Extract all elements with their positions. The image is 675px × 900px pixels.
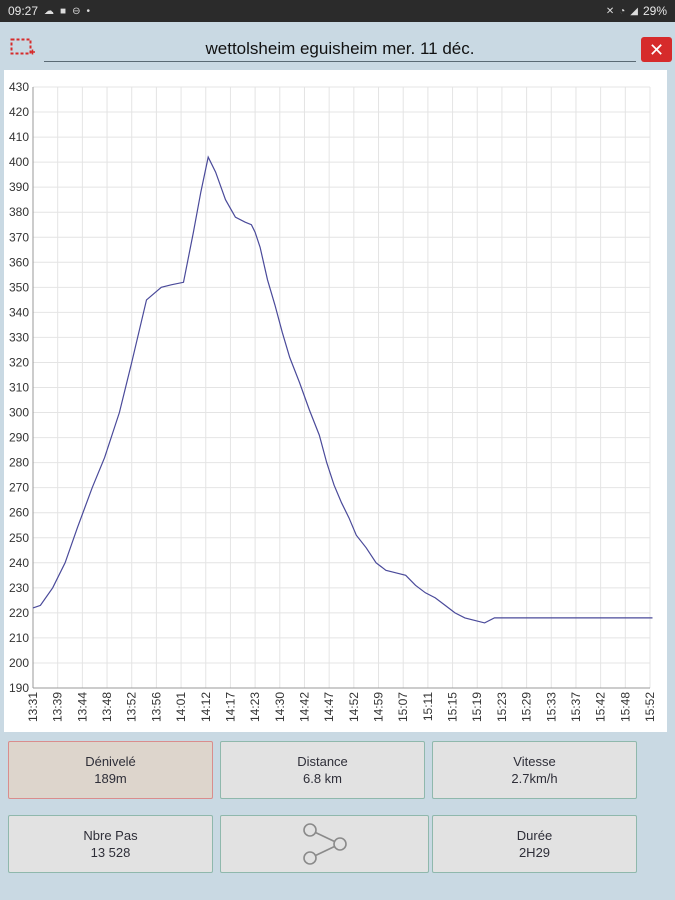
x-tick-label: 14:52 xyxy=(347,692,361,722)
denivele-label: Dénivelé xyxy=(85,754,136,769)
battery-level: 29% xyxy=(642,4,667,18)
y-tick-label: 260 xyxy=(9,506,29,520)
distance-value: 6.8 km xyxy=(302,771,342,786)
x-tick-label: 15:23 xyxy=(495,692,509,722)
y-tick-label: 420 xyxy=(9,105,29,119)
wifi-icon: ◔ xyxy=(619,5,626,17)
x-tick-label: 13:31 xyxy=(26,692,40,722)
y-tick-label: 410 xyxy=(9,130,29,144)
y-tick-label: 400 xyxy=(9,155,29,169)
x-tick-label: 13:48 xyxy=(100,692,114,722)
y-tick-label: 310 xyxy=(9,381,29,395)
x-tick-label: 14:12 xyxy=(199,692,213,722)
x-tick-label: 15:19 xyxy=(470,692,484,722)
do-not-disturb-icon: ⊖ xyxy=(72,5,81,17)
denivele-value: 189m xyxy=(94,771,127,786)
duree-value: 2H29 xyxy=(518,845,551,860)
y-tick-label: 220 xyxy=(9,606,29,620)
x-tick-label: 15:52 xyxy=(643,692,657,722)
x-tick-label: 13:56 xyxy=(149,692,163,722)
status-bar: 09:27 ☁ ■ ⊖ • ✕ ◔ ◢ 29% xyxy=(0,0,675,22)
y-tick-label: 320 xyxy=(9,355,29,369)
vitesse-label: Vitesse xyxy=(513,754,556,769)
duree-label: Durée xyxy=(516,828,553,843)
x-tick-label: 13:39 xyxy=(51,692,65,722)
distance-button[interactable]: Distance 6.8 km xyxy=(220,741,425,799)
vitesse-button[interactable]: Vitesse 2.7km/h xyxy=(432,741,637,799)
x-tick-label: 14:59 xyxy=(372,692,386,722)
elevation-chart: 190 200 210 220 230 240 250 260 270 280 290 300 310 3… xyxy=(4,70,667,732)
y-tick-label: 360 xyxy=(9,255,29,269)
elevation-series-line xyxy=(32,155,653,624)
x-tick-label: 15:33 xyxy=(544,692,558,722)
signal-icon: ◢ xyxy=(630,5,638,17)
elevation-chart-svg: 190 200 210 220 230 240 250 260 270 280 290 300 310 3… xyxy=(9,80,657,722)
distance-label: Distance xyxy=(297,754,348,769)
video-icon: ■ xyxy=(60,5,67,17)
y-tick-label: 350 xyxy=(9,280,29,294)
dot-icon: • xyxy=(86,5,90,17)
y-tick-label: 200 xyxy=(9,656,29,670)
denivele-button[interactable]: Dénivelé 189m xyxy=(8,741,213,799)
mute-icon: ✕ xyxy=(605,5,615,17)
x-tick-label: 14:30 xyxy=(273,692,287,722)
title-row: wettolsheim eguisheim mer. 11 déc. ✕ xyxy=(0,28,675,66)
x-tick-label: 15:29 xyxy=(520,692,534,722)
x-tick-label: 15:07 xyxy=(396,692,410,722)
x-tick-label: 15:37 xyxy=(569,692,583,722)
x-tick-label: 14:47 xyxy=(322,692,336,722)
y-tick-label: 370 xyxy=(9,230,29,244)
y-tick-label: 210 xyxy=(9,631,29,645)
y-tick-label: 430 xyxy=(9,80,29,94)
pas-label: Nbre Pas xyxy=(83,828,138,843)
y-tick-label: 330 xyxy=(9,330,29,344)
y-tick-label: 300 xyxy=(9,406,29,420)
x-tick-label: 14:01 xyxy=(174,692,188,722)
close-button[interactable]: ✕ xyxy=(641,37,672,62)
status-time: 09:27 xyxy=(8,4,39,18)
track-title-field[interactable]: wettolsheim eguisheim mer. 11 déc. xyxy=(44,36,636,62)
y-tick-label: 230 xyxy=(9,581,29,595)
pas-value: 13 528 xyxy=(90,845,131,860)
share-button[interactable] xyxy=(220,815,429,873)
pas-button[interactable]: Nbre Pas 13 528 xyxy=(8,815,213,873)
x-tick-label: 14:42 xyxy=(297,692,311,722)
x-tick-label: 14:23 xyxy=(248,692,262,722)
x-tick-label: 15:11 xyxy=(421,692,435,721)
y-tick-label: 390 xyxy=(9,180,29,194)
x-tick-label: 15:48 xyxy=(618,692,632,722)
duree-button[interactable]: Durée 2H29 xyxy=(432,815,637,873)
y-tick-label: 290 xyxy=(9,431,29,445)
y-tick-label: 190 xyxy=(9,681,29,695)
y-tick-label: 250 xyxy=(9,531,29,545)
x-tick-label: 15:42 xyxy=(594,692,608,722)
y-tick-label: 240 xyxy=(9,556,29,570)
y-tick-label: 280 xyxy=(9,456,29,470)
y-tick-label: 340 xyxy=(9,305,29,319)
x-tick-label: 15:15 xyxy=(446,692,460,722)
y-tick-label: 270 xyxy=(9,481,29,495)
cloud-icon: ☁ xyxy=(44,5,55,17)
y-tick-label: 380 xyxy=(9,205,29,219)
share-icon xyxy=(302,823,347,865)
x-tick-label: 14:17 xyxy=(223,692,237,722)
selection-crop-icon[interactable] xyxy=(10,38,36,58)
x-tick-label: 13:44 xyxy=(75,692,89,722)
x-tick-label: 13:52 xyxy=(125,692,139,722)
vitesse-value: 2.7km/h xyxy=(511,771,558,786)
